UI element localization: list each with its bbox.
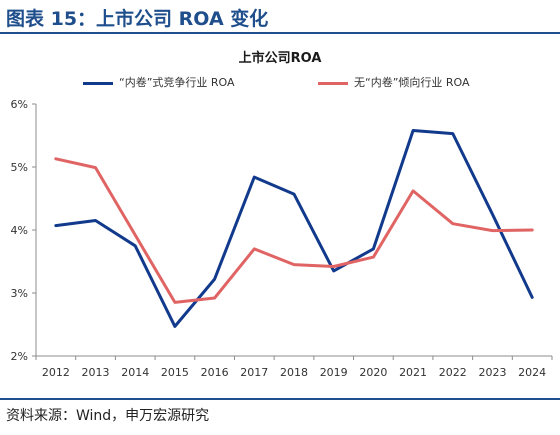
data-point-competitive [491,213,494,216]
data-point-no-involution [531,229,534,232]
data-point-no-involution [173,301,176,304]
x-tick-label: 2018 [280,366,308,379]
data-point-no-involution [213,297,216,300]
data-point-competitive [372,247,375,250]
source-divider [0,398,560,400]
data-point-no-involution [293,263,296,266]
data-point-no-involution [253,247,256,250]
legend-swatch-no-involution [318,81,348,85]
data-point-competitive [332,269,335,272]
y-tick-label: 6% [11,98,28,111]
legend-item-competitive: “内卷”式竞争行业 ROA [83,74,235,90]
x-tick-label: 2012 [42,366,70,379]
y-tick-label: 5% [11,161,28,174]
data-point-competitive [531,296,534,299]
data-point-no-involution [451,222,454,225]
x-tick-label: 2014 [121,366,149,379]
data-point-no-involution [54,157,57,160]
data-point-competitive [94,219,97,222]
figure-title: 图表 15：上市公司 ROA 变化 [6,8,269,30]
x-tick-label: 2017 [240,366,268,379]
series-line-competitive [54,129,534,328]
y-tick-label: 3% [11,287,28,300]
legend-label-competitive: “内卷”式竞争行业 ROA [119,76,235,89]
legend-item-no-involution: 无“内卷”倾向行业 ROA [318,74,470,90]
x-tick-label: 2013 [82,366,110,379]
chart-legend: “内卷”式竞争行业 ROA 无“内卷”倾向行业 ROA [0,74,560,92]
x-tick-label: 2024 [518,366,546,379]
data-point-no-involution [332,265,335,268]
y-tick-label: 4% [11,224,28,237]
x-tick-label: 2016 [201,366,229,379]
x-tick-label: 2015 [161,366,189,379]
y-tick-label: 2% [11,350,28,363]
data-point-no-involution [134,234,137,237]
source-note: 资料来源：Wind，申万宏源研究 [6,408,210,424]
x-tick-label: 2020 [359,366,387,379]
data-point-competitive [54,224,57,227]
chart-title: 上市公司ROA [238,51,322,66]
legend-label-no-involution: 无“内卷”倾向行业 ROA [354,76,470,89]
legend-swatch-competitive [83,81,113,85]
figure-header: 图表 15：上市公司 ROA 变化 [0,0,560,34]
x-tick-label: 2019 [320,366,348,379]
data-point-competitive [173,325,176,328]
data-point-competitive [213,278,216,281]
data-point-no-involution [491,229,494,232]
data-point-competitive [412,129,415,132]
x-tick-label: 2022 [439,366,467,379]
data-point-competitive [451,132,454,135]
data-point-competitive [253,176,256,179]
data-point-no-involution [94,166,97,169]
series-line-no-involution [54,157,534,304]
data-point-no-involution [412,189,415,192]
data-point-competitive [134,244,137,247]
x-tick-label: 2023 [478,366,506,379]
data-point-no-involution [372,256,375,259]
data-point-competitive [293,193,296,196]
x-tick-label: 2021 [399,366,427,379]
